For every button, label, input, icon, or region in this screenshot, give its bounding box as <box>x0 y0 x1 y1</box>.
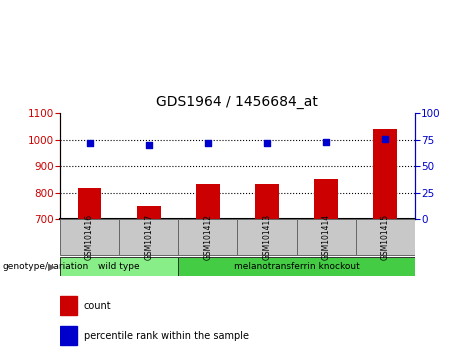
Bar <box>77 188 101 219</box>
Text: count: count <box>84 301 112 311</box>
Point <box>204 140 212 146</box>
Title: GDS1964 / 1456684_at: GDS1964 / 1456684_at <box>156 96 319 109</box>
Point <box>145 142 152 148</box>
Bar <box>237 219 296 255</box>
Text: GSM101413: GSM101413 <box>262 214 272 260</box>
Bar <box>178 257 415 276</box>
Bar <box>196 184 219 219</box>
Bar <box>137 206 160 219</box>
Text: genotype/variation: genotype/variation <box>2 262 89 271</box>
Text: percentile rank within the sample: percentile rank within the sample <box>84 331 249 342</box>
Text: GSM101412: GSM101412 <box>203 214 213 260</box>
Text: wild type: wild type <box>98 262 140 271</box>
Bar <box>119 219 178 255</box>
Bar <box>296 219 356 255</box>
Text: melanotransferrin knockout: melanotransferrin knockout <box>234 262 360 271</box>
Bar <box>178 219 237 255</box>
Bar <box>60 219 119 255</box>
Text: GSM101417: GSM101417 <box>144 214 153 260</box>
Text: GSM101414: GSM101414 <box>322 214 331 260</box>
Bar <box>60 326 77 346</box>
Point <box>86 140 93 146</box>
Bar <box>60 257 178 276</box>
Text: ▶: ▶ <box>48 262 55 272</box>
Bar <box>60 296 77 315</box>
Point <box>382 136 389 142</box>
Bar <box>255 184 279 219</box>
Text: GSM101415: GSM101415 <box>381 214 390 260</box>
Point <box>263 140 271 146</box>
Bar <box>314 179 338 219</box>
Point <box>322 139 330 145</box>
Bar <box>373 129 397 219</box>
Text: GSM101416: GSM101416 <box>85 214 94 260</box>
Bar <box>356 219 415 255</box>
